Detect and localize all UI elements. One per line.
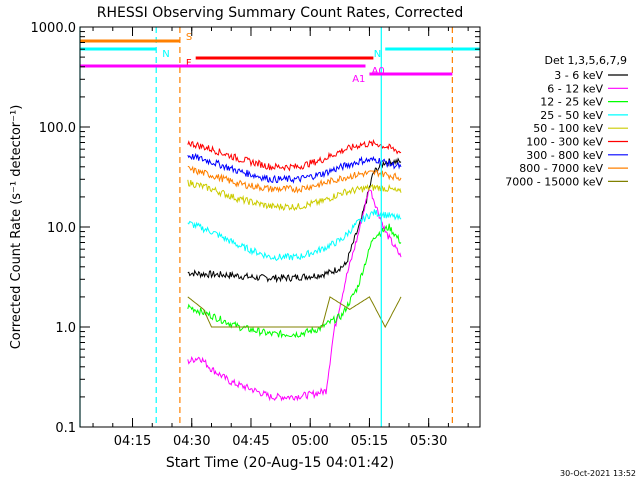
x-axis-label: Start Time (20-Aug-15 04:01:42) xyxy=(166,455,394,471)
series-line-100-300- xyxy=(187,138,402,172)
footer-timestamp: 30-Oct-2021 13:52 xyxy=(560,469,636,478)
series-line-50-100- xyxy=(187,179,402,212)
flag-label-a1: A1 xyxy=(352,74,365,85)
x-tick-label: 04:30 xyxy=(173,434,210,449)
legend-label-50-100-: 50 - 100 keV xyxy=(533,122,603,135)
legend-title: Det 1,3,5,6,7,9 xyxy=(544,54,627,67)
y-tick-label: 1000.0 xyxy=(31,21,77,36)
flag-label-s: S xyxy=(186,32,192,43)
series-line-300-800- xyxy=(187,152,402,184)
series-line-6-12- xyxy=(187,189,402,402)
series-line-7000-15000- xyxy=(187,296,402,329)
y-axis-label: Corrected Count Rate (s⁻¹ detector⁻¹) xyxy=(9,105,24,350)
series-line-25-50- xyxy=(187,209,402,262)
chart-title: RHESSI Observing Summary Count Rates, Co… xyxy=(97,5,463,21)
plot-frame xyxy=(79,26,481,428)
flag-label-n: N xyxy=(162,49,169,60)
x-tick-label: 05:15 xyxy=(351,434,388,449)
legend-label-3-6-: 3 - 6 keV xyxy=(554,69,603,82)
x-tick-label: 05:00 xyxy=(291,434,328,449)
x-tick-label: 04:15 xyxy=(114,434,151,449)
flag-label-f: F xyxy=(186,58,192,69)
flag-label-a0: A0 xyxy=(371,66,384,77)
plot-area xyxy=(79,27,453,427)
x-tick-label: 05:30 xyxy=(410,434,447,449)
y-tick-label: 100.0 xyxy=(39,121,76,136)
axes: 0.1 1.0 10.0 100.0 1000.0 04:15 04:30 04:45 05:0… xyxy=(31,21,480,449)
legend-label-25-50-: 25 - 50 keV xyxy=(540,109,603,122)
y-tick-label: 0.1 xyxy=(55,421,76,436)
y-tick-label: 1.0 xyxy=(55,321,76,336)
flag-bars: S N N F A0 A1 xyxy=(80,32,480,85)
flag-label-n: N xyxy=(374,49,381,60)
x-tick-label: 04:45 xyxy=(232,434,269,449)
legend-label-7000-15000-: 7000 - 15000 keV xyxy=(505,175,603,188)
legend-label-6-12-: 6 - 12 keV xyxy=(547,82,603,95)
legend-label-12-25-: 12 - 25 keV xyxy=(540,96,603,109)
series-line-800-7000- xyxy=(187,165,402,194)
series-line-3-6- xyxy=(187,157,402,284)
legend-label-800-7000-: 800 - 7000 keV xyxy=(519,162,603,175)
legend-label-300-800-: 300 - 800 keV xyxy=(526,149,603,162)
legend-label-100-300-: 100 - 300 keV xyxy=(526,136,603,149)
series-line-12-25- xyxy=(187,223,402,339)
y-tick-label: 10.0 xyxy=(47,221,76,236)
